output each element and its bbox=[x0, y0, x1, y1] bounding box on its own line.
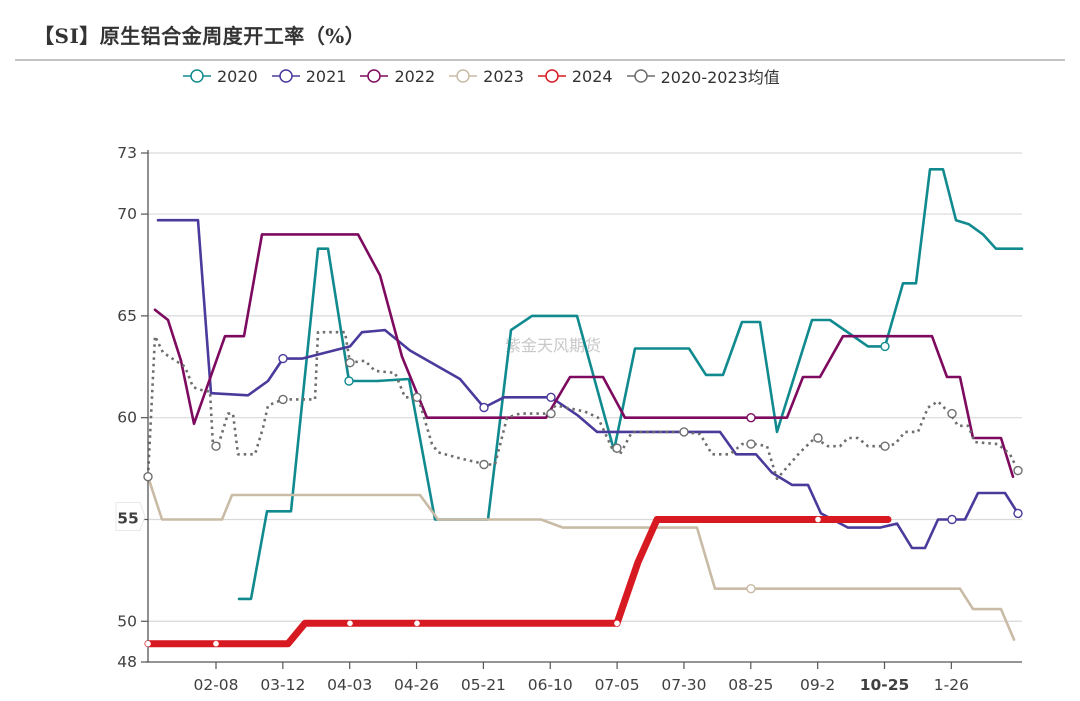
x-axis-labels: 02-08 03-12 04-03 04-26 05-21 06-10 07-05 07-30… bbox=[193, 676, 968, 694]
x-tick-label: 03-12 bbox=[260, 676, 305, 694]
data-point-marker[interactable] bbox=[947, 514, 957, 525]
x-tick-label: 02-08 bbox=[193, 676, 238, 694]
y-tick-label: 50 bbox=[117, 612, 137, 630]
data-point-marker[interactable] bbox=[278, 353, 288, 364]
data-point-marker[interactable] bbox=[880, 341, 890, 352]
data-point-marker[interactable] bbox=[1013, 508, 1023, 519]
x-tick-label: 10-25 bbox=[860, 676, 910, 694]
legend-label: 2020-2023均值 bbox=[660, 68, 780, 87]
y-tick-label: 70 bbox=[117, 205, 137, 223]
legend-item-2021[interactable]: 2021 bbox=[271, 66, 347, 86]
legend-label: 2023 bbox=[483, 66, 524, 86]
data-point-marker[interactable] bbox=[145, 640, 151, 647]
legend-label: 2024 bbox=[571, 66, 613, 86]
x-tick-label: 05-21 bbox=[461, 676, 506, 694]
legend-item-2020[interactable]: 2020 bbox=[183, 67, 258, 86]
legend-label: 2021 bbox=[305, 66, 347, 86]
data-point-marker[interactable] bbox=[746, 439, 756, 449]
series-lines bbox=[144, 168, 1024, 648]
legend-label: 2020 bbox=[217, 66, 258, 86]
data-point-marker[interactable] bbox=[347, 620, 353, 627]
legend-label: 2022 bbox=[394, 66, 436, 86]
y-axis-labels: 48 50 55 60 65 70 73 bbox=[115, 144, 146, 671]
data-point-marker[interactable] bbox=[546, 408, 556, 419]
legend-item-2022[interactable]: 2022 bbox=[360, 67, 435, 86]
legend-line-circle-icon bbox=[449, 69, 478, 83]
data-point-marker[interactable] bbox=[213, 640, 219, 647]
y-tick-label: 48 bbox=[117, 653, 137, 671]
y-tick-label: 73 bbox=[117, 144, 137, 162]
legend-item-2023[interactable]: 2023 bbox=[449, 67, 524, 86]
data-point-marker[interactable] bbox=[1013, 465, 1023, 476]
legend-line-circle-icon bbox=[360, 69, 389, 83]
gridlines bbox=[148, 152, 1022, 622]
data-point-marker[interactable] bbox=[344, 376, 354, 386]
data-point-marker[interactable] bbox=[746, 584, 756, 594]
data-markers bbox=[143, 341, 1023, 647]
x-tick-label: 07-05 bbox=[595, 676, 640, 694]
legend-line-circle-icon bbox=[183, 69, 211, 83]
data-point-marker[interactable] bbox=[815, 516, 821, 523]
legend-item-average[interactable]: 2020-2023均值 bbox=[626, 64, 780, 88]
data-point-marker[interactable] bbox=[412, 392, 422, 402]
x-tick-label: 09-2 bbox=[800, 676, 835, 694]
data-point-marker[interactable] bbox=[679, 427, 689, 437]
data-point-marker[interactable] bbox=[746, 413, 756, 423]
legend-line-circle-icon bbox=[537, 69, 566, 83]
data-point-marker[interactable] bbox=[211, 441, 221, 451]
x-tick-label: 1-26 bbox=[934, 676, 969, 694]
data-point-marker[interactable] bbox=[947, 408, 957, 419]
data-point-marker[interactable] bbox=[479, 402, 489, 413]
series-line bbox=[237, 168, 1024, 601]
data-point-marker[interactable] bbox=[546, 392, 556, 402]
y-tick-label: 60 bbox=[117, 409, 137, 427]
watermark: 紫金天风期货 bbox=[505, 336, 601, 355]
data-point-marker[interactable] bbox=[479, 459, 489, 470]
x-tick-label: 04-03 bbox=[327, 676, 372, 694]
series-line bbox=[144, 516, 892, 648]
data-point-marker[interactable] bbox=[414, 620, 420, 627]
x-tick-label: 04-26 bbox=[394, 676, 439, 694]
y-tick-label: 55 bbox=[117, 509, 139, 527]
legend-line-circle-icon bbox=[271, 69, 300, 83]
data-point-marker[interactable] bbox=[880, 441, 890, 451]
data-point-marker[interactable] bbox=[278, 394, 288, 405]
data-point-marker[interactable] bbox=[345, 358, 355, 368]
series-line bbox=[156, 218, 1020, 550]
data-point-marker[interactable] bbox=[143, 472, 153, 482]
legend-line-circle-icon bbox=[626, 69, 655, 83]
legend-item-2024[interactable]: 2024 bbox=[537, 66, 613, 86]
data-point-marker[interactable] bbox=[813, 433, 823, 443]
highlight-label-box bbox=[115, 501, 146, 531]
axes bbox=[141, 150, 1022, 669]
series-line bbox=[146, 475, 1016, 641]
y-tick-label: 65 bbox=[117, 307, 137, 325]
data-point-marker[interactable] bbox=[612, 443, 622, 453]
x-tick-label: 07-30 bbox=[661, 676, 706, 694]
chart-title: 【SI】原生铝合金周度开工率（%） bbox=[34, 24, 366, 48]
x-tick-label: 08-25 bbox=[728, 676, 773, 694]
series-line bbox=[153, 233, 1015, 479]
x-tick-label: 06-10 bbox=[528, 676, 573, 694]
data-point-marker[interactable] bbox=[614, 620, 620, 627]
title-divider bbox=[15, 59, 1065, 61]
chart-legend: 2020 2021 2022 2023 2024 2020-2023均值 bbox=[183, 64, 794, 88]
